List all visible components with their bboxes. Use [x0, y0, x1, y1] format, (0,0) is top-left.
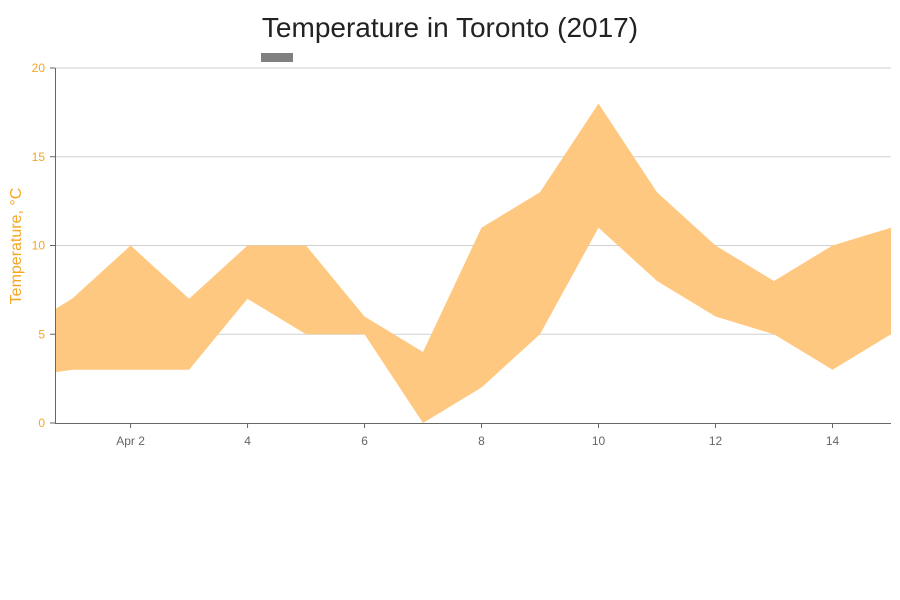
x-tick-label: 4 [244, 434, 251, 448]
range-high-point[interactable] [128, 243, 134, 249]
range-high-point[interactable] [888, 225, 894, 231]
x-tick-label: 12 [709, 434, 723, 448]
range-high-point[interactable] [186, 296, 192, 302]
range-low-point[interactable] [245, 296, 251, 302]
range-high-point[interactable] [362, 314, 368, 320]
range-high-point[interactable] [713, 243, 719, 249]
x-tick-label: Apr 2 [116, 434, 145, 448]
range-low-point[interactable] [537, 331, 543, 337]
range-high-point[interactable] [11, 331, 17, 337]
plot-area [11, 101, 894, 424]
range-high-point[interactable] [420, 349, 426, 355]
y-tick-label: 20 [32, 61, 46, 75]
y-tick-label: 10 [32, 239, 46, 253]
x-tick-label: 14 [826, 434, 840, 448]
legend-swatch[interactable] [261, 53, 293, 62]
range-low-point[interactable] [303, 331, 309, 337]
range-low-point[interactable] [69, 367, 75, 373]
range-low-point[interactable] [713, 314, 719, 320]
chart-title: Temperature in Toronto (2017) [262, 12, 638, 43]
range-high-point[interactable] [596, 101, 602, 107]
range-low-point[interactable] [186, 367, 192, 373]
y-axis-title: Temperature, °C [8, 188, 25, 305]
range-low-point[interactable] [830, 367, 836, 373]
range-high-point[interactable] [303, 243, 309, 249]
range-low-point[interactable] [128, 367, 134, 373]
x-tick-label: 10 [592, 434, 606, 448]
x-tick-label: 8 [478, 434, 485, 448]
tick-labels: 0 5 10 15 20 Apr 2 4 6 8 10 12 14 [32, 61, 840, 448]
axes [50, 67, 891, 428]
x-tick-label: 6 [361, 434, 368, 448]
range-high-point[interactable] [479, 225, 485, 231]
range-low-point[interactable] [654, 278, 660, 284]
range-low-point[interactable] [771, 331, 777, 337]
range-high-point[interactable] [69, 296, 75, 302]
range-high-point[interactable] [830, 243, 836, 249]
y-tick-label: 15 [32, 150, 46, 164]
range-high-point[interactable] [654, 189, 660, 195]
temperature-range-area[interactable] [14, 103, 891, 424]
range-low-point[interactable] [888, 331, 894, 337]
range-high-point[interactable] [771, 278, 777, 284]
range-low-point[interactable] [362, 331, 368, 337]
range-low-point[interactable] [596, 225, 602, 231]
range-high-point[interactable] [245, 243, 251, 249]
y-tick-label: 0 [38, 416, 45, 430]
y-tick-label: 5 [38, 327, 45, 341]
range-low-point[interactable] [479, 385, 485, 391]
range-low-point[interactable] [11, 376, 17, 382]
range-high-point[interactable] [537, 189, 543, 195]
